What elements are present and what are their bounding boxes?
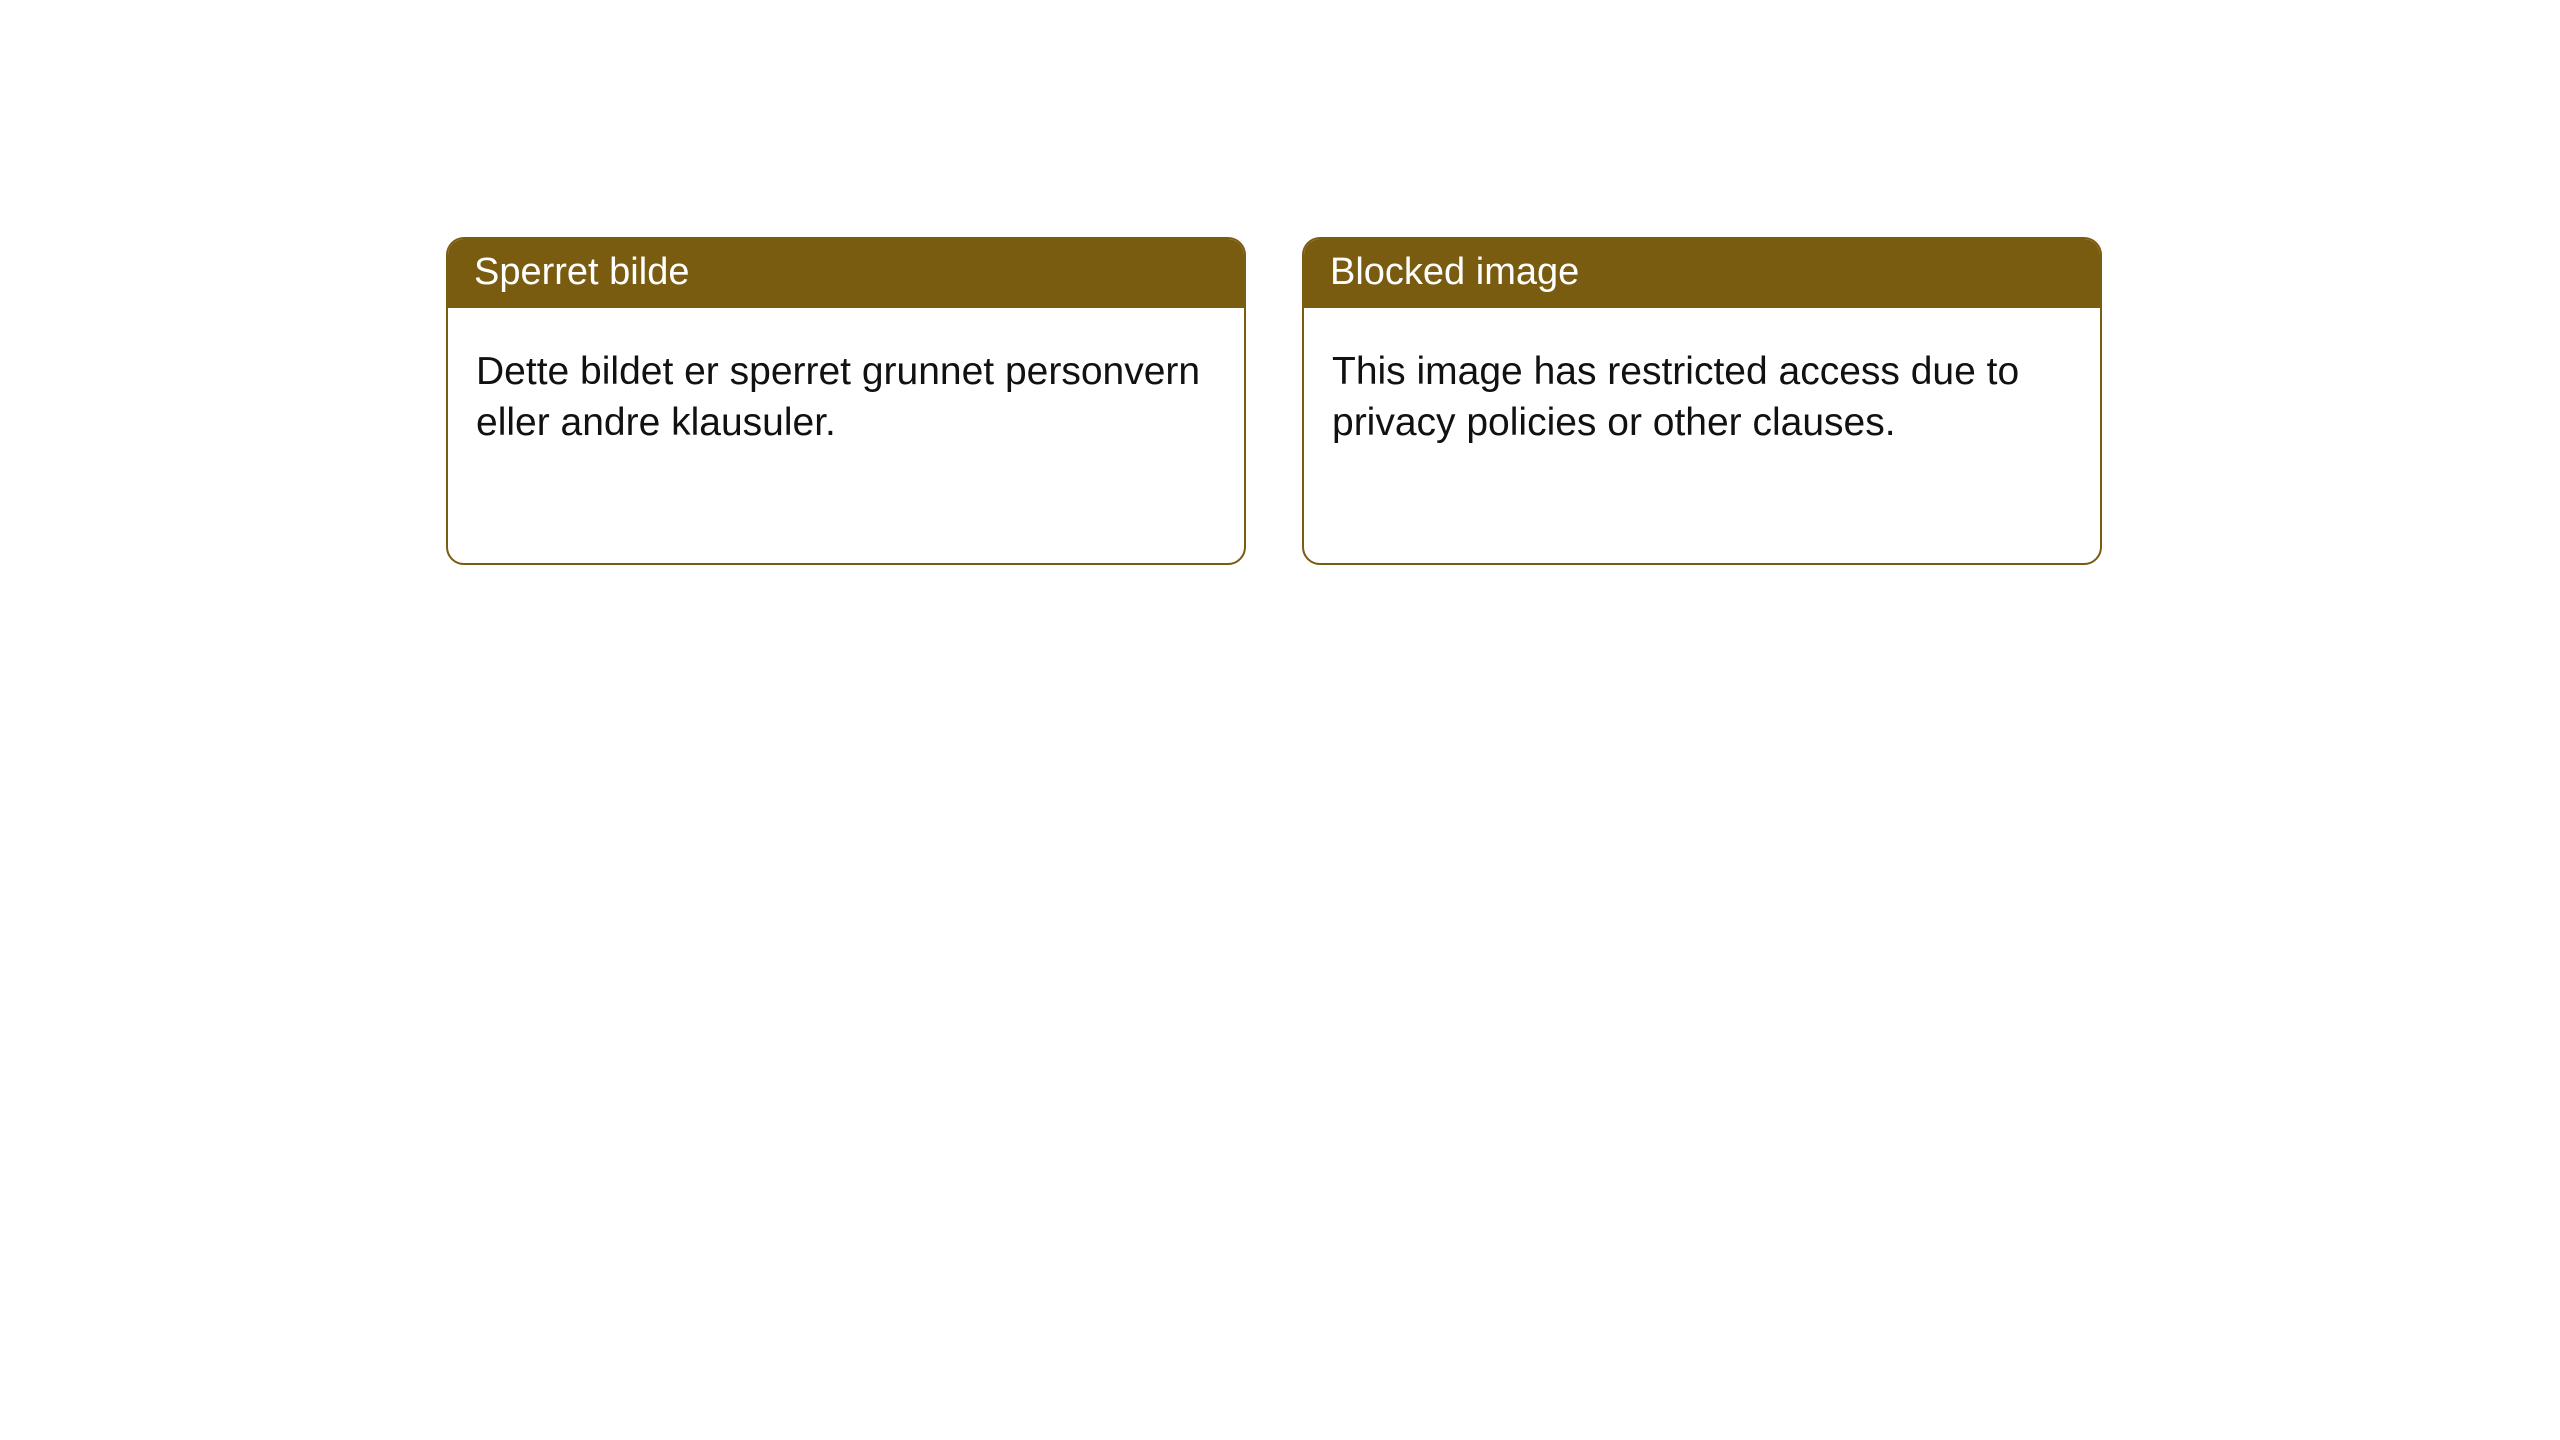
notice-card-body: Dette bildet er sperret grunnet personve… [448,308,1244,477]
notice-card-header: Blocked image [1304,239,2100,308]
notice-card-body: This image has restricted access due to … [1304,308,2100,477]
notice-card-norwegian: Sperret bilde Dette bildet er sperret gr… [446,237,1246,565]
notice-card-header: Sperret bilde [448,239,1244,308]
notice-card-english: Blocked image This image has restricted … [1302,237,2102,565]
notice-cards-row: Sperret bilde Dette bildet er sperret gr… [0,0,2560,565]
